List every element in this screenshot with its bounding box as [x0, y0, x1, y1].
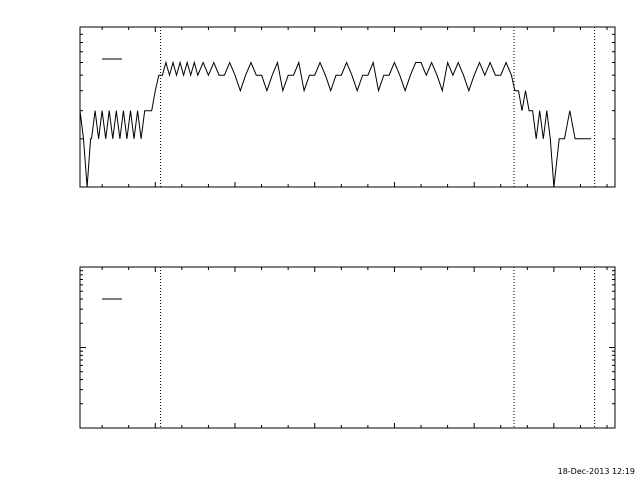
plot-frame [79, 26, 616, 188]
panel-channel-lo [79, 26, 616, 188]
generated-timestamp: 18-Dec-2013 12:19 [558, 467, 635, 476]
series-line-1 [79, 60, 592, 188]
panel-channel-hi [79, 266, 616, 429]
